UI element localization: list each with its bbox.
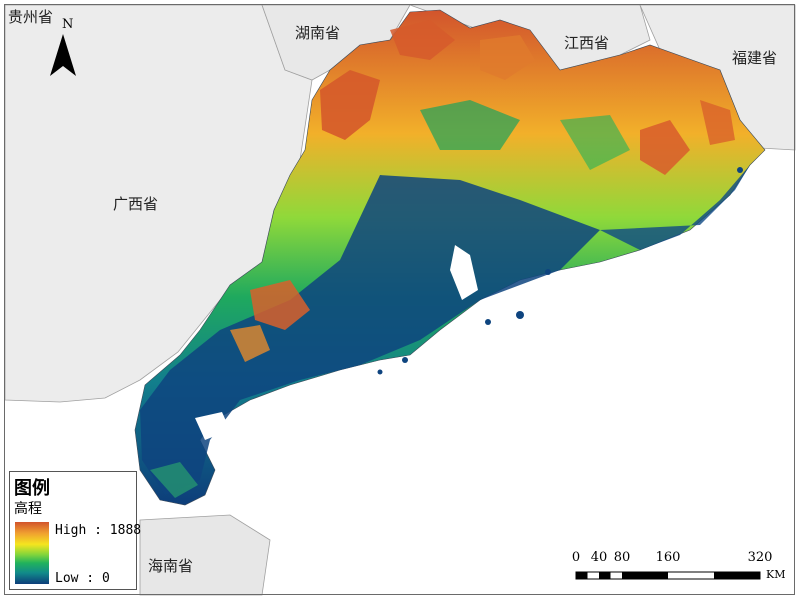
legend-high-label: High : 1888	[55, 523, 142, 538]
coastal-islands	[377, 167, 743, 375]
map-frame	[4, 4, 795, 595]
province-label-guizhou: 贵州省	[8, 8, 54, 26]
scale-tick-0: 0	[571, 550, 581, 565]
province-label-hainan: 海南省	[148, 557, 194, 575]
legend-subtitle: 高程	[14, 501, 42, 517]
north-arrow-icon: N	[50, 17, 76, 76]
scale-bar-graphic	[575, 571, 761, 580]
province-label-jiangxi: 江西省	[564, 34, 610, 52]
guangdong-elevation	[134, 9, 766, 506]
scale-tick-40: 40	[590, 550, 608, 565]
province-label-fujian: 福建省	[732, 49, 778, 67]
legend: 图例 高程 High : 1888 Low : 0	[9, 471, 141, 590]
legend-low-label: Low : 0	[55, 571, 110, 586]
province-label-guangxi: 广西省	[113, 195, 159, 213]
legend-title: 图例	[14, 478, 50, 499]
scale-bar: 0 40 80 160 320 KM	[568, 550, 788, 590]
province-label-hunan: 湖南省	[295, 24, 341, 42]
neighbor-provinces	[4, 4, 796, 596]
scale-unit: KM	[766, 568, 786, 581]
north-arrow: N	[44, 14, 78, 80]
north-label: N	[62, 17, 73, 32]
scale-tick-80: 80	[613, 550, 631, 565]
legend-color-ramp	[15, 522, 49, 584]
scale-tick-160: 160	[655, 550, 681, 565]
scale-tick-320: 320	[747, 550, 773, 565]
